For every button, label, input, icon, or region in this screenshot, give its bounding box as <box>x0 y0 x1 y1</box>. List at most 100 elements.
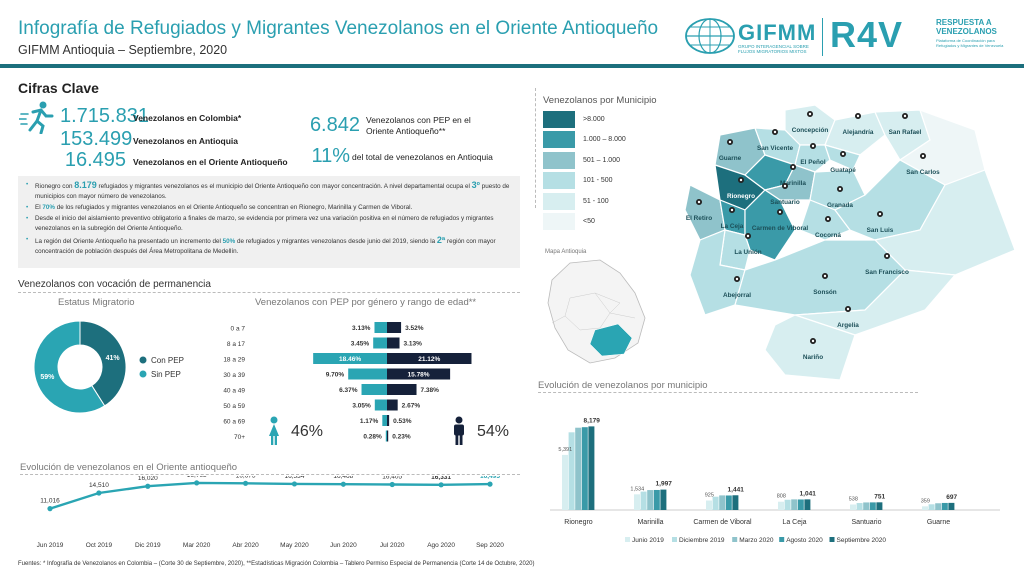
municipio-bar <box>647 490 654 510</box>
map-pin-dot <box>856 114 860 118</box>
pyramid-female-value: 3.05% <box>352 403 371 410</box>
bar-legend-swatch <box>732 537 738 542</box>
municipio-bar <box>791 499 798 510</box>
male-icon <box>454 416 464 445</box>
legend-label: 1.000 – 8.000 <box>583 136 626 144</box>
evolucion-municipio-title: Evolución de venezolanos por municipio <box>538 380 708 391</box>
evolucion-point <box>47 506 53 512</box>
map-pin-dot <box>728 140 732 144</box>
map-pin-dot <box>878 212 882 216</box>
gifmm-logo-text: GIFMM <box>738 20 817 45</box>
evolucion-value-label: 16,331 <box>431 476 451 481</box>
map-municipio-label: Concepción <box>792 127 829 134</box>
map-pin-dot <box>773 130 777 134</box>
pyramid-male-value: 0.23% <box>392 434 411 441</box>
donut-legend-swatch <box>139 356 147 364</box>
pyramid-bar-male <box>387 415 390 426</box>
pyramid-female-value: 9.70% <box>326 372 345 379</box>
evolucion-point <box>194 480 200 486</box>
pyramid-male-value: 0.53% <box>393 418 412 425</box>
gifmm-logo-subtitle: GRUPO INTERAGENCIAL SOBRE FLUJOS MIGRATO… <box>738 44 809 54</box>
municipio-bar <box>856 503 863 510</box>
map-pin-icon <box>825 216 832 228</box>
map-pin-dot <box>697 200 701 204</box>
map-pin-icon <box>810 338 817 350</box>
evolucion-point <box>389 481 395 488</box>
map-pin-icon <box>696 199 703 211</box>
evolucion-line <box>49 481 491 510</box>
map-municipio-label: El Retiro <box>686 215 712 222</box>
map-municipio-label: Granada <box>827 202 853 209</box>
pyramid-female-value: 3.13% <box>352 325 371 332</box>
bar-legend-label: Junio 2019 <box>632 537 664 544</box>
evolucion-point <box>145 483 151 489</box>
map-municipio-label: San Luis <box>867 227 894 234</box>
bar-legend-label: Agosto 2020 <box>786 537 823 544</box>
map-pin-icon <box>837 186 844 198</box>
pyramid-age-label: 40 a 49 <box>223 388 245 395</box>
map-pin-dot <box>838 187 842 191</box>
donut-legend-label: Sin PEP <box>151 370 181 379</box>
map-pin-icon <box>777 209 784 221</box>
map-pin-dot <box>811 144 815 148</box>
evolucion-value-label: 16,673 <box>236 476 256 479</box>
map-pin-icon <box>782 183 789 195</box>
header-rule <box>0 64 1024 68</box>
running-person-icon <box>19 101 54 134</box>
evolucion-point <box>291 481 298 487</box>
evolucion-value-label: 16,534 <box>284 476 304 480</box>
evolucion-municipio-rule <box>538 392 918 393</box>
legend-item: 51 - 100 <box>543 191 653 212</box>
pyramid-bar-male <box>387 384 417 395</box>
map-pin-icon <box>902 113 909 125</box>
mapa-legend: >8.000 1.000 – 8.000 501 – 1.000 101 - 500 5… <box>543 109 653 232</box>
map-pin-dot <box>846 307 850 311</box>
gifmm-globe-icon <box>685 18 735 54</box>
pyramid-female-value: 6.37% <box>339 387 358 394</box>
cifra-pct-label: del total de venezolanos en Antioquia <box>352 152 493 162</box>
finding-2: El 70% de los refugiados y migrantes ven… <box>26 203 514 213</box>
pyramid-age-label: 8 a 17 <box>227 341 245 348</box>
r4v-logo-subtitle: Plataforma de Coordinación para Refugiad… <box>936 38 1004 48</box>
footer-sources: Fuentes: * Infografía de Venezolanos en … <box>18 561 535 567</box>
cifra-pct-value: 11% <box>311 145 350 167</box>
pyramid-bar-male <box>387 322 402 333</box>
map-municipio-label: Nariño <box>803 354 823 361</box>
pyramid-age-label: 50 a 59 <box>223 403 245 410</box>
cifras-heading: Cifras Clave <box>18 80 99 96</box>
vocacion-heading: Venezolanos con vocación de permanencia <box>18 279 211 290</box>
map-municipio-label: Argelia <box>837 322 859 329</box>
cifra-colombia-value: 1.715.831 <box>60 105 149 127</box>
map-pin-icon <box>807 111 814 123</box>
r4v-logo-text: R4V <box>830 14 904 55</box>
male-pct: 54% <box>477 423 510 440</box>
evolucion-x-label: May 2020 <box>280 542 309 549</box>
finding-1: Rionegro con 8.179 refugiados y migrante… <box>26 180 514 202</box>
municipio-first-label: 538 <box>849 497 858 503</box>
pyramid-age-label: 60 a 69 <box>223 419 245 426</box>
municipio-x-label: Santuario <box>852 519 882 526</box>
pyramid-male-value: 3.13% <box>404 341 423 348</box>
map-pin-dot <box>730 208 734 212</box>
pyramid-female-value: 0.28% <box>363 434 382 441</box>
municipio-bar <box>732 495 739 510</box>
municipio-x-label: Marinilla <box>637 519 663 526</box>
municipio-first-label: 925 <box>705 493 714 499</box>
map-municipio-label: Marinilla <box>780 180 806 187</box>
map-municipio-label: Santuario <box>770 199 800 206</box>
map-pin-dot <box>841 152 845 156</box>
evolucion-value-label: 16,020 <box>138 476 158 482</box>
map-pin-icon <box>729 207 736 219</box>
pyramid-female-value: 3.45% <box>351 341 370 348</box>
pyramid-age-label: 30 a 39 <box>223 372 245 379</box>
legend-label: 51 - 100 <box>583 197 609 205</box>
female-pct: 46% <box>291 423 324 440</box>
estatus-donut-chart: 41% 59% Con PEP Sin PEP <box>33 320 184 414</box>
map-pin-dot <box>903 114 907 118</box>
municipio-last-label: 8,179 <box>584 417 601 424</box>
pyramid-bar-female <box>374 322 387 333</box>
pyramid-male-value: 2.67% <box>402 403 421 410</box>
inset-map-label: Mapa Antioquia <box>545 249 587 255</box>
estatus-title: Estatus Migratorio <box>58 297 135 308</box>
evolucion-x-label: Sep 2020 <box>476 542 504 549</box>
